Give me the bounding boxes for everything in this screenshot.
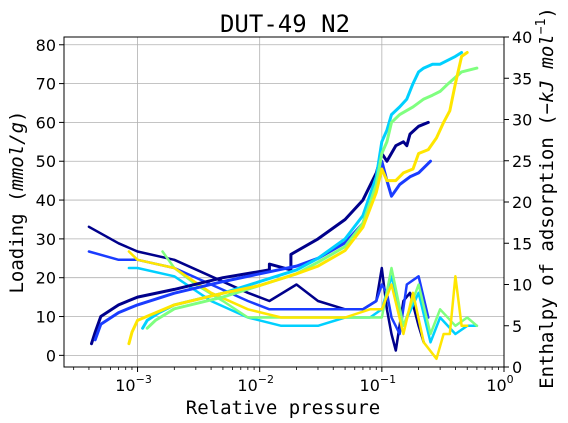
y-right-tick-label: 25: [512, 152, 532, 171]
x-tick-exponent: −1: [380, 373, 396, 386]
x-tick-label: 10−3: [115, 373, 152, 395]
y-right-tick-label: 20: [512, 193, 532, 212]
y-right-tick-label: 35: [512, 69, 532, 88]
y-left-tick-label: 80: [36, 36, 56, 55]
y-right-label-unit: −kJ mol: [536, 34, 558, 114]
x-tick-base: 10: [486, 376, 506, 395]
x-tick-label: 100: [486, 373, 513, 395]
isotherm-series-4: [145, 66, 479, 330]
y-left-label-close: ): [6, 110, 28, 121]
isotherm-series-1: [90, 120, 430, 346]
y-left-tick-label: 40: [36, 191, 56, 210]
x-tick-label: 10−1: [360, 373, 397, 395]
y-left-tick-label: 70: [36, 75, 56, 94]
y-left-label-text: Loading (: [6, 191, 28, 294]
y-right-tick-label: 40: [512, 28, 532, 47]
x-tick-exponent: −3: [136, 373, 152, 386]
isotherm-series-2: [93, 159, 432, 342]
x-tick-base: 10: [237, 376, 257, 395]
y-axis-left-label: Loading (mmol/g): [6, 110, 28, 293]
y-axis-right-label: Enthalpy of adsorption (−kJ mol−1): [534, 7, 558, 389]
isotherm-series-5: [127, 51, 469, 346]
x-tick-exponent: 0: [507, 373, 514, 386]
y-left-label-unit: mmol/g: [6, 122, 28, 192]
y-left-tick-label: 60: [36, 113, 56, 132]
chart-title: DUT-49 N2: [220, 10, 350, 38]
y-right-label-exp: −1: [534, 19, 549, 35]
series-layer: [87, 51, 479, 361]
y-right-tick-label: 5: [512, 317, 522, 336]
x-axis-label: Relative pressure: [186, 397, 380, 419]
y-right-label-close: ): [536, 7, 558, 18]
y-right-label-text: Enthalpy of adsorption (: [536, 114, 558, 389]
y-left-tick-label: 10: [36, 308, 56, 327]
y-left-tick-label: 30: [36, 230, 56, 249]
y-right-tick-label: 0: [512, 358, 522, 377]
y-left-tick-label: 0: [46, 346, 56, 365]
x-tick-label: 10−2: [237, 373, 274, 395]
y-right-tick-label: 15: [512, 234, 532, 253]
ticks: 10−3 10−2 10−1 1000102030405060708005101520…: [36, 28, 533, 395]
y-right-tick-label: 30: [512, 111, 532, 130]
x-tick-base: 10: [360, 376, 380, 395]
y-right-tick-label: 10: [512, 276, 532, 295]
x-tick-base: 10: [115, 376, 135, 395]
y-left-tick-label: 50: [36, 152, 56, 171]
x-tick-exponent: −2: [258, 373, 274, 386]
y-left-tick-label: 20: [36, 269, 56, 288]
